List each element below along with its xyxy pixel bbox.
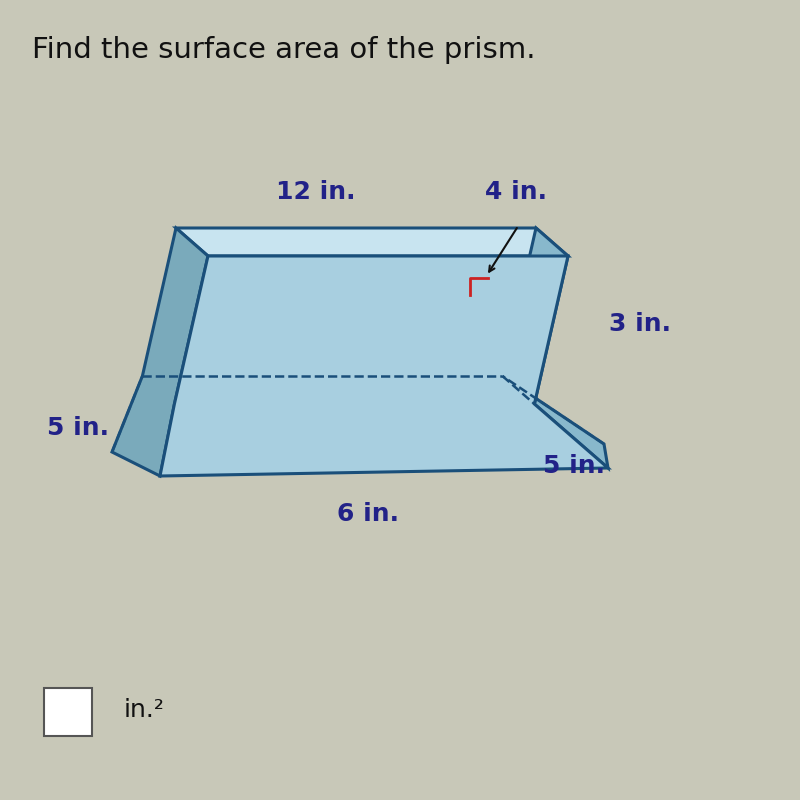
FancyBboxPatch shape bbox=[44, 688, 92, 736]
Polygon shape bbox=[502, 228, 608, 468]
Text: Find the surface area of the prism.: Find the surface area of the prism. bbox=[32, 36, 535, 64]
Text: 5 in.: 5 in. bbox=[47, 416, 110, 440]
Text: 5 in.: 5 in. bbox=[543, 454, 606, 478]
Text: in.²: in.² bbox=[124, 698, 165, 722]
Text: 4 in.: 4 in. bbox=[485, 180, 547, 204]
Polygon shape bbox=[112, 228, 208, 476]
Text: 3 in.: 3 in. bbox=[609, 312, 671, 336]
Text: 12 in.: 12 in. bbox=[276, 180, 356, 204]
Text: 6 in.: 6 in. bbox=[337, 502, 399, 526]
Polygon shape bbox=[160, 256, 608, 476]
Polygon shape bbox=[176, 228, 568, 256]
